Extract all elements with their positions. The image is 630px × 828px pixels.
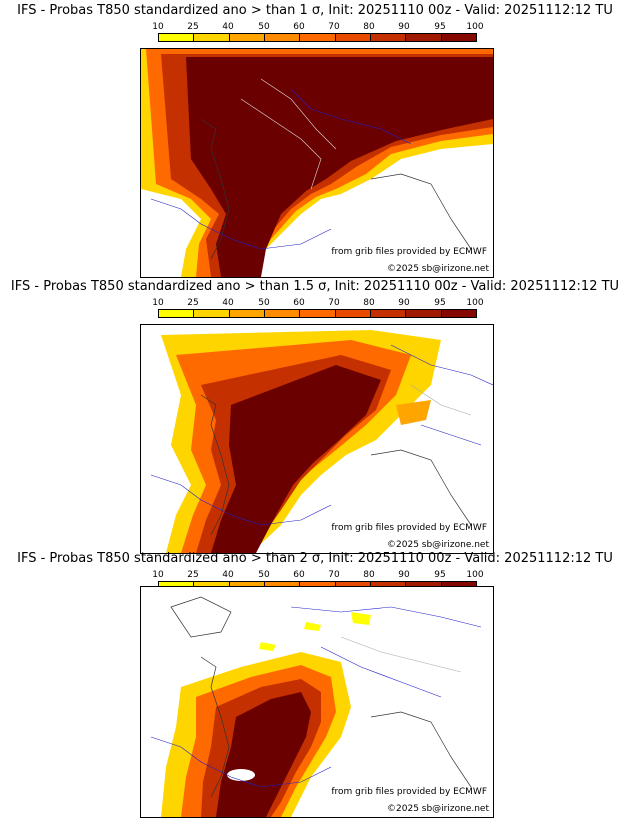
colorbar-tick-label: 40 [222, 570, 234, 580]
colorbar-tick-label: 10 [152, 298, 164, 308]
colorbar-swatch [229, 582, 265, 589]
colorbar-swatch [229, 34, 265, 41]
panel-3: IFS - Probas T850 standardized ano > tha… [0, 548, 630, 824]
colorbar-tick-label: 25 [187, 570, 199, 580]
credit-source: from grib files provided by ECMWF [331, 523, 487, 533]
colorbar-tick-label: 40 [222, 22, 234, 32]
colorbar-tick-label: 100 [466, 570, 484, 580]
colorbar-swatch [264, 34, 301, 41]
panel-title: IFS - Probas T850 standardized ano > tha… [10, 279, 620, 294]
panel-1: IFS - Probas T850 standardized ano > tha… [0, 0, 630, 278]
colorbar-tick-label: 70 [328, 570, 340, 580]
colorbar-swatch [406, 310, 442, 317]
probability-map: from grib files provided by ECMWF ©2025 … [140, 48, 494, 278]
colorbar-tick-label: 50 [258, 22, 270, 32]
colorbar-tick-label: 95 [434, 298, 446, 308]
colorbar-swatch [264, 310, 301, 317]
colorbar-tick-label: 25 [187, 22, 199, 32]
colorbar-tick-label: 90 [398, 22, 410, 32]
probability-map: from grib files provided by ECMWF ©2025 … [140, 324, 494, 554]
credit-copyright: ©2025 sb@irizone.net [387, 804, 489, 814]
colorbar-tick-label: 40 [222, 298, 234, 308]
credit-source: from grib files provided by ECMWF [331, 787, 487, 797]
colorbar-swatch [441, 582, 476, 589]
colorbar-swatch [300, 34, 336, 41]
colorbar-swatch [194, 310, 230, 317]
colorbar-tick-label: 80 [363, 22, 375, 32]
colorbar-swatch [406, 34, 442, 41]
map-svg [141, 587, 493, 817]
map-svg [141, 49, 493, 277]
colorbar-tick-label: 50 [258, 570, 270, 580]
colorbar-tick-label: 100 [466, 22, 484, 32]
colorbar-tick-label: 10 [152, 570, 164, 580]
colorbar-swatch [370, 310, 407, 317]
colorbar [158, 33, 477, 42]
credit-copyright: ©2025 sb@irizone.net [387, 540, 489, 550]
colorbar-tick-label: 60 [293, 570, 305, 580]
colorbar-swatch [159, 582, 195, 589]
colorbar-tick-label: 80 [363, 298, 375, 308]
colorbar-swatch [229, 310, 265, 317]
colorbar-swatch [441, 34, 476, 41]
colorbar-tick-label: 95 [434, 570, 446, 580]
colorbar-swatch [264, 582, 301, 589]
colorbar-tick-label: 90 [398, 570, 410, 580]
colorbar-tick-label: 25 [187, 298, 199, 308]
colorbar-swatch [406, 582, 442, 589]
colorbar [158, 581, 477, 590]
panel-title: IFS - Probas T850 standardized ano > tha… [17, 3, 613, 18]
colorbar-swatch [300, 582, 336, 589]
colorbar-labels: 10 25 40 50 60 70 80 90 95 100 [152, 298, 483, 308]
colorbar-tick-label: 50 [258, 298, 270, 308]
colorbar-swatch [335, 34, 371, 41]
colorbar-swatch [194, 582, 230, 589]
colorbar [158, 309, 477, 318]
colorbar-tick-label: 100 [466, 298, 484, 308]
credit-copyright: ©2025 sb@irizone.net [387, 264, 489, 274]
colorbar-tick-label: 70 [328, 22, 340, 32]
colorbar-tick-label: 60 [293, 22, 305, 32]
colorbar-tick-label: 90 [398, 298, 410, 308]
colorbar-tick-label: 10 [152, 22, 164, 32]
colorbar-swatch [335, 582, 371, 589]
colorbar-swatch [194, 34, 230, 41]
colorbar-tick-label: 70 [328, 298, 340, 308]
colorbar-tick-label: 95 [434, 22, 446, 32]
colorbar-swatch [441, 310, 476, 317]
colorbar-swatch [159, 34, 195, 41]
colorbar-labels: 10 25 40 50 60 70 80 90 95 100 [152, 22, 483, 32]
probability-map: from grib files provided by ECMWF ©2025 … [140, 586, 494, 818]
panel-title: IFS - Probas T850 standardized ano > tha… [17, 551, 613, 566]
panel-2: IFS - Probas T850 standardized ano > tha… [0, 276, 630, 554]
colorbar-tick-label: 60 [293, 298, 305, 308]
colorbar-swatch [370, 34, 407, 41]
colorbar-tick-label: 80 [363, 570, 375, 580]
map-svg [141, 325, 493, 553]
colorbar-labels: 10 25 40 50 60 70 80 90 95 100 [152, 570, 483, 580]
colorbar-swatch [370, 582, 407, 589]
colorbar-swatch [159, 310, 195, 317]
colorbar-swatch [335, 310, 371, 317]
colorbar-swatch [300, 310, 336, 317]
credit-source: from grib files provided by ECMWF [331, 247, 487, 257]
